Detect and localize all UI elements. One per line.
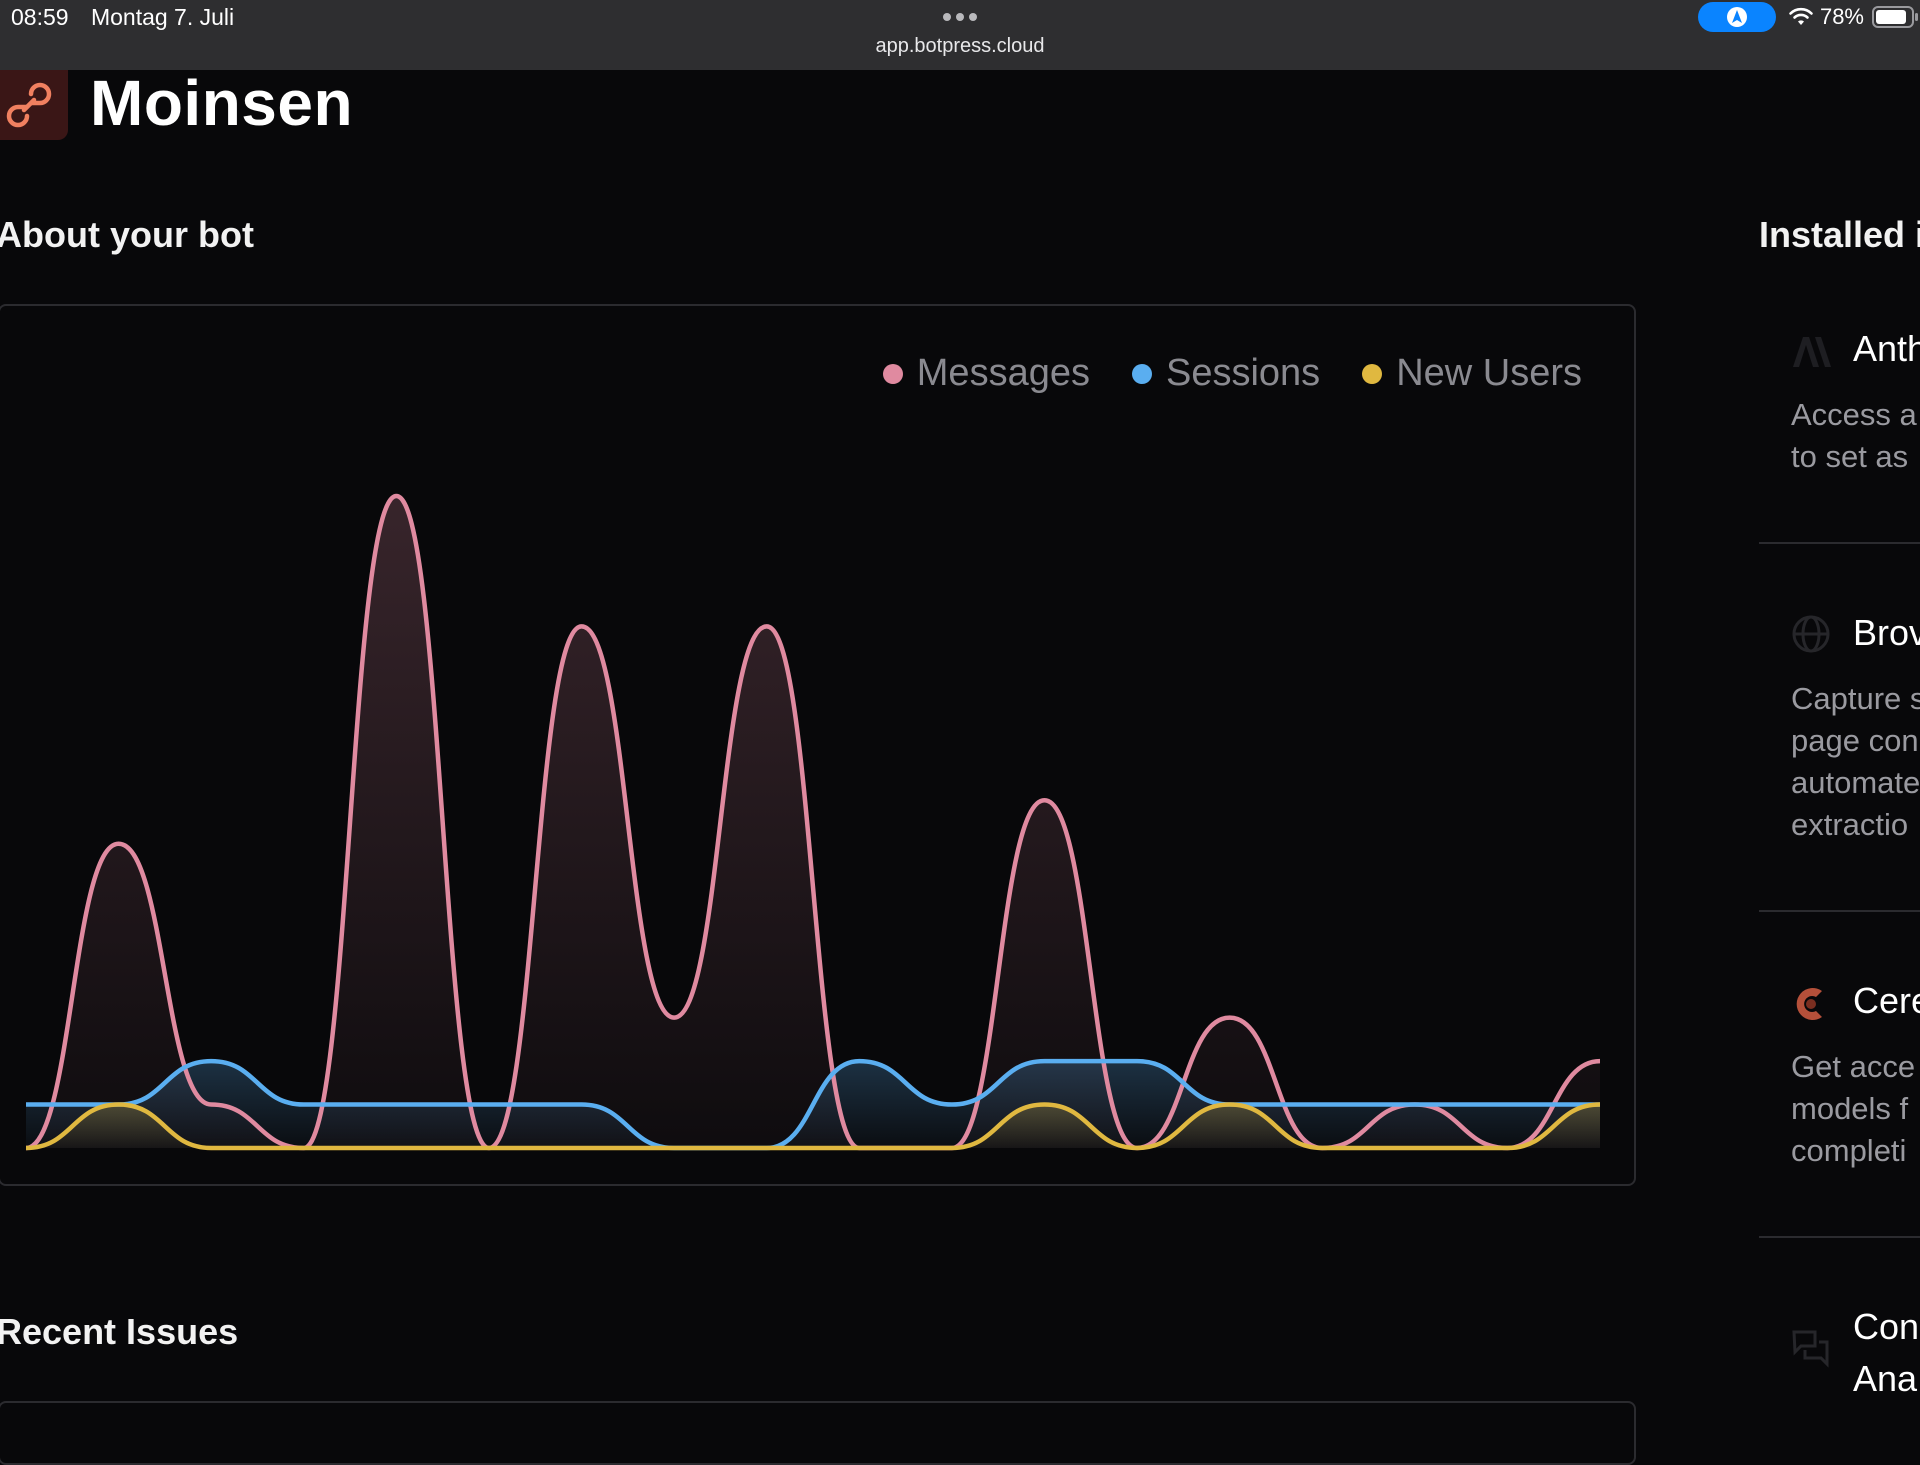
- integration-desc-line: Access a: [1791, 397, 1917, 432]
- data-point-new-users[interactable]: [475, 1134, 503, 1162]
- integration-name: Brov: [1853, 612, 1920, 653]
- data-point-new-users[interactable]: [938, 1134, 966, 1162]
- series-line-new-users[interactable]: [25, 1102, 1601, 1151]
- data-point-sessions[interactable]: [475, 1091, 503, 1119]
- legend-label-messages: Messages: [916, 352, 1090, 394]
- divider: [1759, 542, 1920, 544]
- data-point-messages[interactable]: [105, 830, 133, 858]
- navigation-pill[interactable]: [1697, 2, 1776, 32]
- integration-desc-line: page con: [1791, 723, 1919, 758]
- status-date: Montag 7. Juli: [90, 4, 235, 30]
- data-point-new-users[interactable]: [105, 1091, 133, 1119]
- integration-desc-line: completi: [1791, 1133, 1907, 1168]
- recent-issues-card: [0, 1401, 1636, 1465]
- data-point-new-users[interactable]: [290, 1134, 318, 1162]
- data-point-messages[interactable]: [753, 612, 781, 640]
- data-point-new-users[interactable]: [1123, 1134, 1151, 1162]
- data-point-sessions[interactable]: [1308, 1091, 1336, 1119]
- data-point-new-users[interactable]: [1216, 1091, 1244, 1119]
- legend-item-new-users[interactable]: New Users: [1362, 352, 1582, 395]
- data-point-messages[interactable]: [1030, 786, 1058, 814]
- data-point-messages[interactable]: [197, 1091, 225, 1119]
- location-arrow-icon: [1726, 7, 1747, 27]
- legend-item-messages[interactable]: Messages: [882, 352, 1090, 395]
- battery-percentage: 78%: [1819, 4, 1864, 29]
- legend-item-sessions[interactable]: Sessions: [1131, 352, 1321, 395]
- data-point-sessions[interactable]: [845, 1047, 873, 1075]
- bot-logo[interactable]: [0, 70, 68, 140]
- data-point-new-users[interactable]: [753, 1134, 781, 1162]
- address-bar-url[interactable]: app.botpress.cloud: [875, 35, 1045, 57]
- installed-integrations-panel: Installed i Anth Access a to set as Brov…: [1759, 0, 1920, 1440]
- anthropic-icon: [1791, 332, 1831, 372]
- activity-chart-card: Messages Sessions New Users: [0, 304, 1636, 1186]
- chat-bubbles-icon: [1791, 1328, 1831, 1368]
- data-point-sessions[interactable]: [1493, 1091, 1521, 1119]
- data-point-messages[interactable]: [1216, 1004, 1244, 1032]
- integration-desc-line: models f: [1791, 1091, 1909, 1126]
- divider: [1759, 1236, 1920, 1238]
- integration-desc-line: to set as: [1791, 439, 1909, 474]
- legend-dot-sessions: [1131, 363, 1152, 384]
- status-bar: 08:59 Montag 7. Juli app.botpress.cloud …: [0, 0, 1920, 70]
- link-chain-icon: [6, 82, 52, 128]
- page-title: Moinsen: [90, 67, 354, 139]
- legend-dot-new-users: [1362, 363, 1383, 384]
- data-point-new-users[interactable]: [1401, 1134, 1429, 1162]
- data-point-sessions[interactable]: [938, 1091, 966, 1119]
- integration-name: Anth: [1853, 328, 1920, 369]
- cerebras-icon: [1791, 984, 1831, 1024]
- data-point-sessions[interactable]: [382, 1091, 410, 1119]
- data-point-sessions[interactable]: [568, 1091, 596, 1119]
- chart-legend: Messages Sessions New Users: [882, 352, 1582, 395]
- data-point-messages[interactable]: [382, 482, 410, 510]
- data-point-new-users[interactable]: [382, 1134, 410, 1162]
- data-point-new-users[interactable]: [12, 1134, 40, 1162]
- integration-desc-line: automate: [1791, 765, 1920, 800]
- status-right: 78%: [1697, 2, 1920, 32]
- divider: [1759, 910, 1920, 912]
- data-point-new-users[interactable]: [568, 1134, 596, 1162]
- series-line-sessions[interactable]: [26, 1058, 1600, 1151]
- data-point-sessions[interactable]: [1123, 1047, 1151, 1075]
- status-time-date: 08:59 Montag 7. Juli: [11, 4, 234, 31]
- data-point-sessions[interactable]: [1030, 1047, 1058, 1075]
- data-point-new-users[interactable]: [1493, 1134, 1521, 1162]
- data-point-new-users[interactable]: [1030, 1091, 1058, 1119]
- series-area-messages: [26, 496, 1600, 1148]
- data-point-new-users[interactable]: [197, 1134, 225, 1162]
- integration-desc-line: Capture s: [1791, 681, 1920, 716]
- data-point-new-users[interactable]: [1586, 1091, 1614, 1119]
- data-point-sessions[interactable]: [12, 1091, 40, 1119]
- legend-label-sessions: Sessions: [1165, 352, 1321, 394]
- data-point-sessions[interactable]: [1401, 1091, 1429, 1119]
- data-point-messages[interactable]: [568, 612, 596, 640]
- integration-desc-line: extractio: [1791, 807, 1909, 842]
- integration-name: Cere: [1853, 980, 1920, 1021]
- data-point-new-users[interactable]: [1308, 1134, 1336, 1162]
- data-point-sessions[interactable]: [290, 1091, 318, 1119]
- series-line-messages[interactable]: [25, 493, 1601, 1151]
- activity-chart[interactable]: [0, 306, 1634, 1184]
- data-point-new-users[interactable]: [660, 1134, 688, 1162]
- about-heading: About your bot: [0, 214, 254, 255]
- recent-issues-heading: Recent Issues: [0, 1311, 239, 1352]
- integration-name-line2: Ana: [1853, 1358, 1918, 1399]
- data-point-new-users[interactable]: [845, 1134, 873, 1162]
- integration-desc-line: Get acce: [1791, 1049, 1916, 1084]
- battery-icon: [1872, 6, 1918, 28]
- wifi-icon: [1789, 7, 1813, 25]
- integration-name: Con: [1853, 1306, 1920, 1347]
- legend-label-new-users: New Users: [1396, 352, 1582, 394]
- data-point-sessions[interactable]: [197, 1047, 225, 1075]
- series-area-new-users: [26, 1104, 1600, 1148]
- data-point-messages[interactable]: [1586, 1047, 1614, 1075]
- globe-icon: [1791, 614, 1831, 654]
- more-options-icon[interactable]: [940, 6, 980, 28]
- installed-heading: Installed i: [1759, 214, 1920, 255]
- legend-dot-messages: [882, 363, 903, 384]
- data-point-messages[interactable]: [660, 1004, 688, 1032]
- status-time: 08:59: [11, 4, 69, 30]
